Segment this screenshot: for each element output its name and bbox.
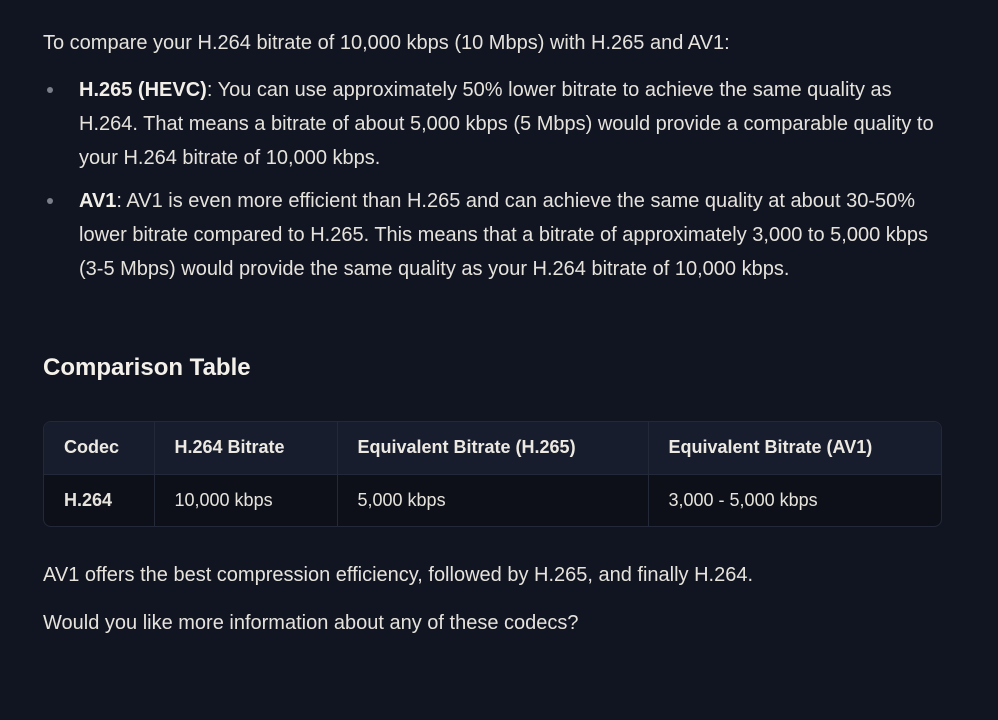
table-header-row: Codec H.264 Bitrate Equivalent Bitrate (…: [44, 422, 941, 475]
table-cell: 10,000 kbps: [154, 474, 338, 526]
follow-up-question: Would you like more information about an…: [43, 612, 579, 634]
intro-text: To compare your H.264 bitrate of 10,000 …: [43, 32, 730, 54]
table-header-cell: H.264 Bitrate: [154, 422, 338, 475]
bullet-term: AV1: [79, 190, 117, 212]
table-cell: 3,000 - 5,000 kbps: [668, 489, 818, 510]
table-cell: H.264: [44, 474, 155, 526]
bullet-text: : You can use approximately 50% lower bi…: [79, 79, 934, 169]
bullet-dot-icon: [47, 198, 53, 204]
table-header-cell: Codec: [44, 422, 155, 475]
bullet-item-av1: AV1: AV1 is even more efficient than H.2…: [43, 184, 941, 286]
closing-text: AV1 offers the best compression efficien…: [43, 564, 754, 586]
table-header-cell: Equivalent Bitrate (H.265): [337, 422, 649, 475]
bullet-item-h265: H.265 (HEVC): You can use approximately …: [43, 73, 941, 175]
codec-bullet-list: H.265 (HEVC): You can use approximately …: [43, 73, 941, 295]
table-cell: 5,000 kbps: [337, 474, 649, 526]
table-header-cell: Equivalent Bitrate (AV1): [648, 422, 941, 475]
table-row: H.264 10,000 kbps 5,000 kbps 3,000 - 5,0…: [44, 474, 941, 526]
bullet-term: H.265 (HEVC): [79, 79, 207, 101]
bullet-text: : AV1 is even more efficient than H.265 …: [79, 190, 928, 280]
comparison-table: Codec H.264 Bitrate Equivalent Bitrate (…: [43, 421, 942, 527]
bullet-dot-icon: [47, 87, 53, 93]
section-heading: Comparison Table: [43, 354, 251, 381]
